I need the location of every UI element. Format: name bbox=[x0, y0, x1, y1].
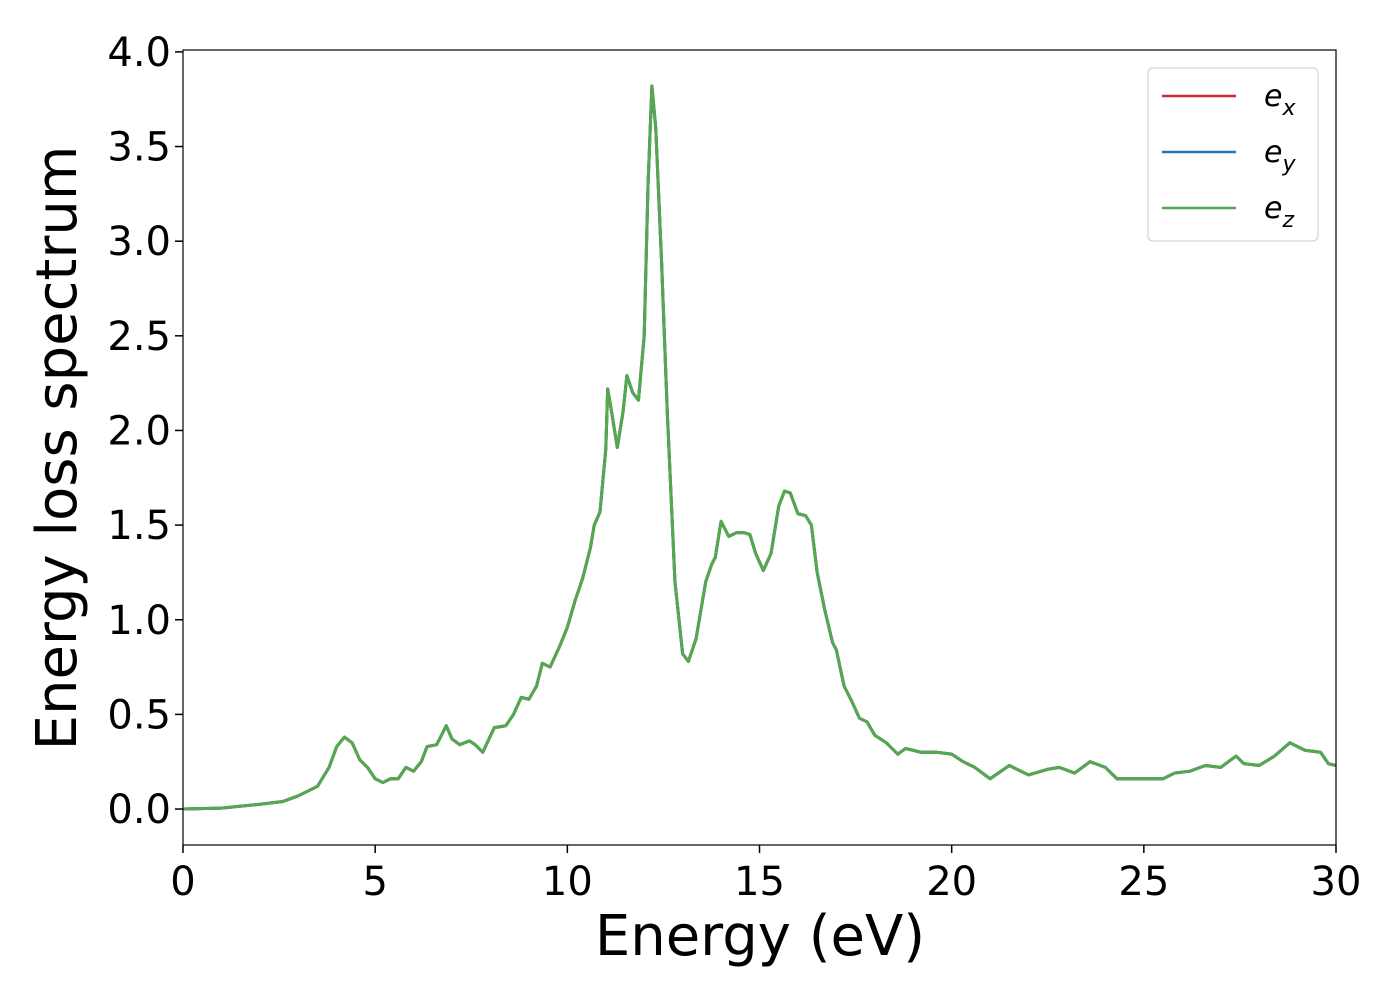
x-tick-label: 10 bbox=[542, 859, 593, 905]
legend-label: ey bbox=[1264, 135, 1296, 177]
plot-frame bbox=[182, 49, 1337, 846]
legend-name: e bbox=[1264, 191, 1282, 226]
y-tick-label: 2.0 bbox=[107, 408, 171, 454]
y-tick-label: 4.0 bbox=[107, 30, 171, 76]
legend-subscript: z bbox=[1281, 208, 1294, 233]
legend-name: e bbox=[1264, 79, 1282, 114]
y-tick-label: 3.5 bbox=[107, 125, 171, 171]
x-tick-label: 30 bbox=[1311, 859, 1362, 905]
y-tick-label: 1.5 bbox=[107, 503, 171, 549]
y-tick-label: 3.0 bbox=[107, 219, 171, 265]
legend-name: e bbox=[1264, 135, 1282, 170]
legend-box bbox=[1147, 67, 1319, 242]
y-axis-label: Energy loss spectrum bbox=[25, 146, 90, 751]
series-line bbox=[182, 84, 1337, 811]
x-tick-label: 20 bbox=[926, 859, 977, 905]
legend-subscript: y bbox=[1281, 152, 1296, 177]
x-tick-label: 5 bbox=[362, 859, 387, 905]
y-tick-label: 0.5 bbox=[107, 692, 171, 738]
legend-label: ex bbox=[1264, 79, 1296, 121]
x-axis-label: Energy (eV) bbox=[595, 904, 925, 969]
x-tick-label: 0 bbox=[170, 859, 195, 905]
legend-subscript: x bbox=[1281, 96, 1296, 121]
legend-label: ez bbox=[1264, 191, 1294, 233]
x-tick-label: 15 bbox=[734, 859, 785, 905]
x-tick-label: 25 bbox=[1118, 859, 1169, 905]
y-tick-label: 0.0 bbox=[107, 787, 171, 833]
y-tick-label: 1.0 bbox=[107, 598, 171, 644]
y-tick-label: 2.5 bbox=[107, 314, 171, 360]
